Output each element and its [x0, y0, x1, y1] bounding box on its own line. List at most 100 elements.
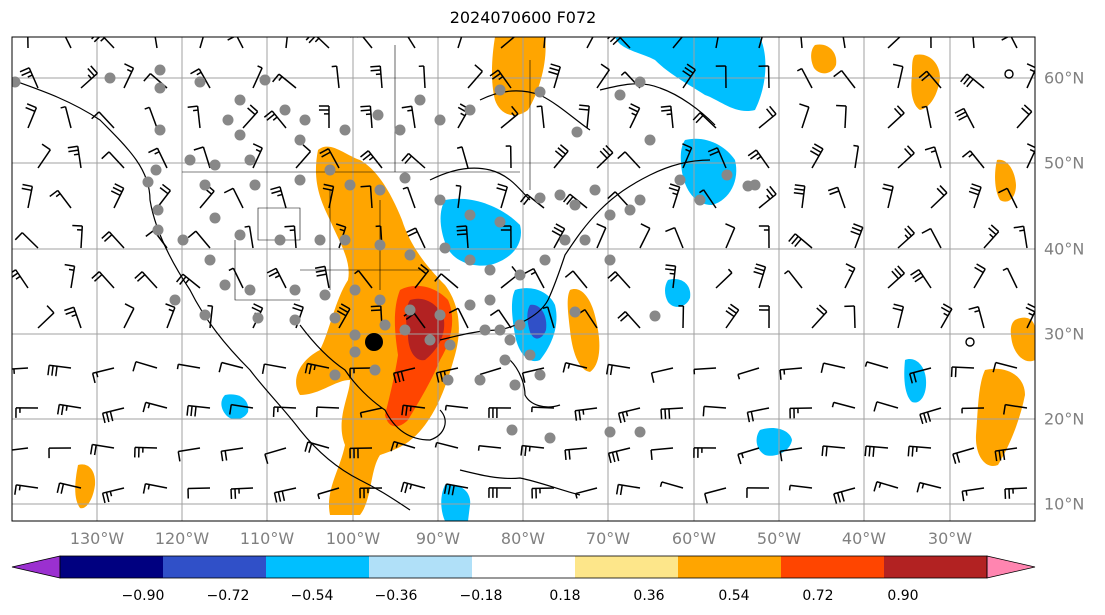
colorbar-tick-label: 0.72 [802, 588, 834, 604]
map-title: 2024070600 F072 [449, 8, 597, 27]
wind-barb [586, 37, 594, 49]
station-dot [329, 312, 341, 324]
colorbar-tick-label: −0.18 [459, 588, 503, 604]
wind-barb [758, 65, 770, 89]
wind-barb [266, 267, 287, 289]
wind-barb [1002, 267, 1018, 289]
negative-patch-hudson [615, 37, 766, 112]
wind-barb [789, 407, 813, 419]
station-dot [539, 254, 551, 266]
wind-barb [477, 444, 502, 451]
station-dot [404, 304, 416, 316]
wind-barb [489, 69, 512, 89]
wind-barb [123, 63, 135, 89]
wind-barb [401, 152, 426, 169]
wind-barb [349, 367, 373, 379]
wind-barb [983, 224, 1000, 249]
station-dot [234, 229, 246, 241]
wind-barb [788, 484, 813, 491]
station-dot [219, 279, 231, 291]
wind-barb [682, 143, 693, 169]
wind-barb [322, 183, 335, 209]
wind-barb [833, 69, 856, 89]
positive-patch-pacific [75, 464, 96, 509]
wind-barb [668, 183, 681, 209]
wind-barb [133, 446, 158, 458]
lon-tick-label: 100°W [325, 529, 381, 548]
wind-barb [101, 231, 125, 249]
lon-tick-label: 90°W [415, 529, 461, 548]
wind-barb [864, 445, 889, 457]
colorbar-tick-label: −0.36 [374, 588, 418, 604]
colorbar-segment [266, 556, 370, 578]
colorbar-tick-label: −0.90 [121, 588, 165, 604]
wind-barb [186, 404, 211, 417]
wind-barb [187, 105, 201, 129]
wind-barb [737, 447, 760, 465]
wind-barb [844, 305, 856, 329]
station-dot [434, 114, 446, 126]
negative-patch-mid-atlantic [665, 279, 691, 307]
station-dot [464, 254, 476, 266]
station-dot [249, 179, 261, 191]
wind-barb [360, 105, 373, 129]
colorbar-extend-low [11, 555, 61, 579]
wind-barb [370, 65, 383, 89]
station-dot [209, 212, 221, 224]
wind-barb [101, 151, 125, 169]
wind-barb [910, 269, 932, 289]
state-borders [182, 45, 531, 301]
wind-barb [228, 267, 244, 289]
wind-barb [607, 37, 631, 49]
wind-barb [434, 273, 459, 289]
wind-barb [887, 265, 905, 289]
wind-barb [596, 223, 607, 249]
positive-patch-atlantic-east [975, 368, 1025, 466]
station-dot [524, 349, 536, 361]
wind-barb [390, 440, 416, 452]
station-dot [234, 94, 246, 106]
wind-barb [49, 189, 72, 209]
wind-barb [1016, 104, 1033, 129]
station-dot [624, 204, 636, 216]
station-dot [494, 84, 506, 96]
station-dot [154, 64, 166, 76]
wind-barb [91, 37, 115, 49]
wind-barb [218, 361, 244, 373]
wind-barb [60, 105, 72, 129]
wind-barb [682, 63, 696, 89]
station-dot [279, 104, 291, 116]
wind-barb [1025, 303, 1035, 329]
station-dot [314, 234, 326, 246]
wind-barb [360, 150, 383, 169]
wind-barb [242, 104, 259, 129]
small-ring-marker-2 [965, 337, 975, 347]
colorbar-segment [575, 556, 679, 578]
wind-barb [950, 366, 975, 378]
station-dot [349, 284, 361, 296]
wind-barb [897, 225, 915, 249]
wind-barb [918, 70, 942, 89]
wind-barb [261, 363, 287, 375]
wind-barb [19, 67, 39, 89]
lon-tick-label: 40°W [841, 529, 887, 548]
wind-barb [56, 482, 82, 494]
station-dot [721, 169, 733, 181]
wind-barb [193, 146, 211, 169]
wind-barb [25, 103, 38, 129]
wind-barb [887, 105, 905, 129]
wind-barb [467, 64, 483, 89]
station-dot [644, 134, 656, 146]
wind-barb [91, 367, 115, 384]
wind-barb [524, 267, 545, 289]
station-dot [634, 194, 646, 206]
wind-barb [536, 105, 545, 129]
station-dot [199, 179, 211, 191]
wind-barb [414, 263, 430, 289]
station-dot [177, 234, 189, 246]
wind-barb [165, 303, 176, 329]
wind-barb [737, 367, 760, 380]
wind-barb [660, 105, 674, 129]
wind-barb [148, 147, 168, 169]
wind-barb [715, 65, 727, 89]
